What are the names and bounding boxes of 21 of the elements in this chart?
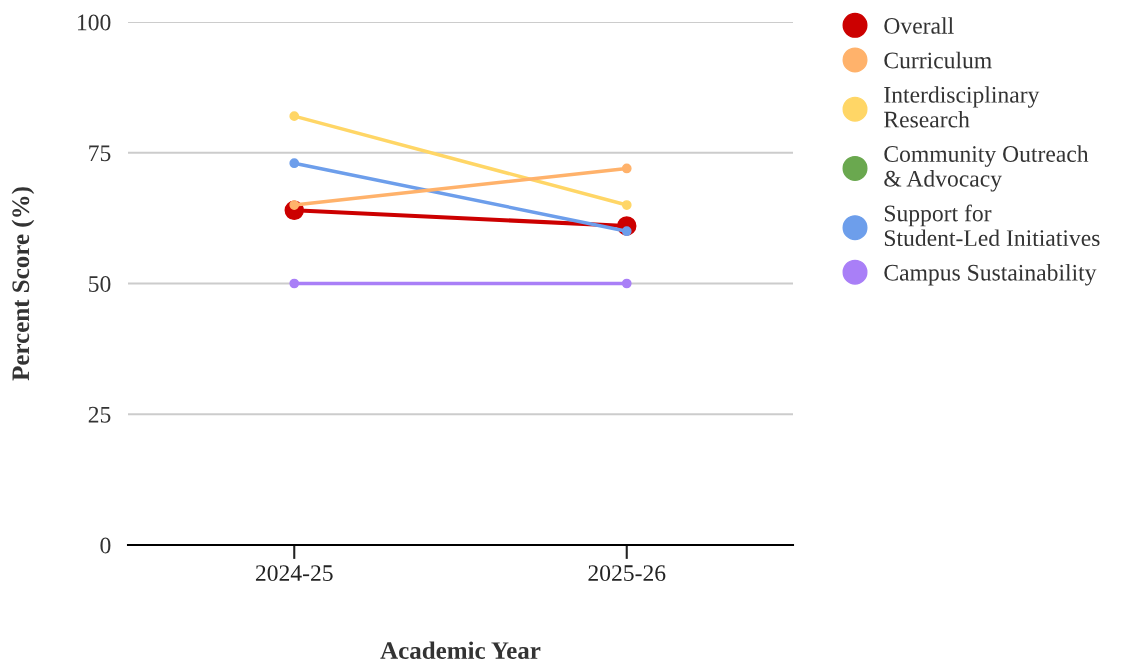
legend-label: Curriculum	[884, 51, 992, 69]
y-tick-label: 100	[77, 14, 111, 31]
y-tick-label: 75	[89, 145, 111, 162]
point	[621, 163, 632, 174]
x-axis-title: Academic Year	[380, 641, 541, 660]
x-tick-label: 2024-25	[255, 565, 333, 582]
x-tick-label: 2025-26	[588, 565, 666, 582]
point	[289, 278, 300, 289]
point	[289, 111, 300, 122]
point	[621, 200, 632, 210]
legend-label: Support for Student-Led Initiatives	[884, 204, 1100, 247]
legend-label: Interdisciplinary Research	[884, 86, 1040, 128]
y-axis-title: Percent Score (%)	[11, 187, 35, 381]
y-tick-label: 50	[89, 275, 111, 292]
legend-label: Overall	[884, 17, 954, 34]
legend-label: Campus Sustainability	[884, 264, 1097, 286]
y-tick-label: 0	[100, 537, 111, 554]
legend-label: Community Outreach & Advocacy	[884, 145, 1089, 192]
y-tick-label: 25	[88, 406, 111, 423]
point	[289, 158, 300, 169]
point	[621, 278, 632, 289]
